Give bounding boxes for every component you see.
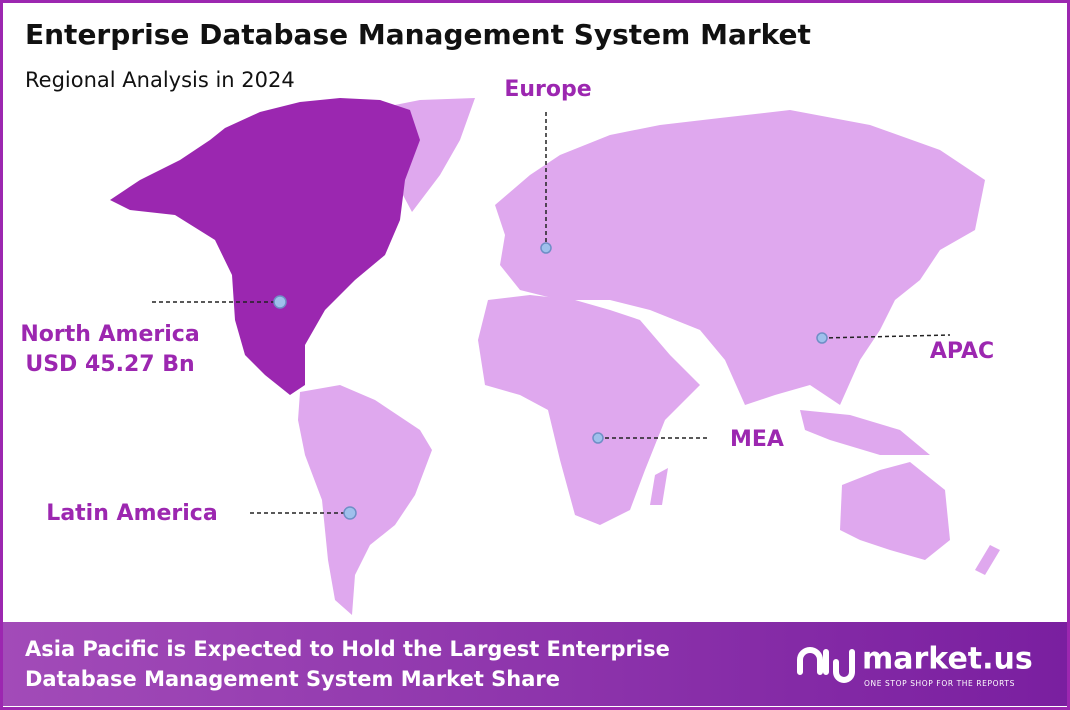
world-map [110,98,1000,615]
region-marker [816,332,828,344]
new-zealand [975,545,1000,575]
region-label: North America [20,322,199,347]
footer-band [3,622,1067,706]
region-label: Latin America [46,501,217,526]
south-america [298,385,432,615]
brand-name: market.us [862,642,1033,677]
brand-logo: market.us ONE STOP SHOP FOR THE REPORTS [797,642,1033,688]
madagascar [650,468,668,505]
footer-text: Database Management System Market Share [25,667,560,691]
eurasia [495,110,985,405]
brand-tagline: ONE STOP SHOP FOR THE REPORTS [864,679,1015,688]
logo-icon [797,647,855,683]
title: Enterprise Database Management System Ma… [25,18,811,51]
australia [840,462,950,560]
region-label: Europe [504,77,591,102]
southeast-asia [800,410,930,455]
north-america [110,98,420,395]
leader-line [821,334,951,339]
region-marker [273,295,287,309]
region-marker [592,432,604,444]
region-marker [343,506,357,520]
footer-text: Asia Pacific is Expected to Hold the Lar… [25,637,670,661]
subtitle: Regional Analysis in 2024 [25,68,295,92]
region-value: USD 45.27 Bn [25,352,194,377]
region-marker [540,242,552,254]
region-label: MEA [730,427,784,452]
connectors [152,112,951,520]
africa [478,295,700,525]
region-label: APAC [930,339,994,364]
